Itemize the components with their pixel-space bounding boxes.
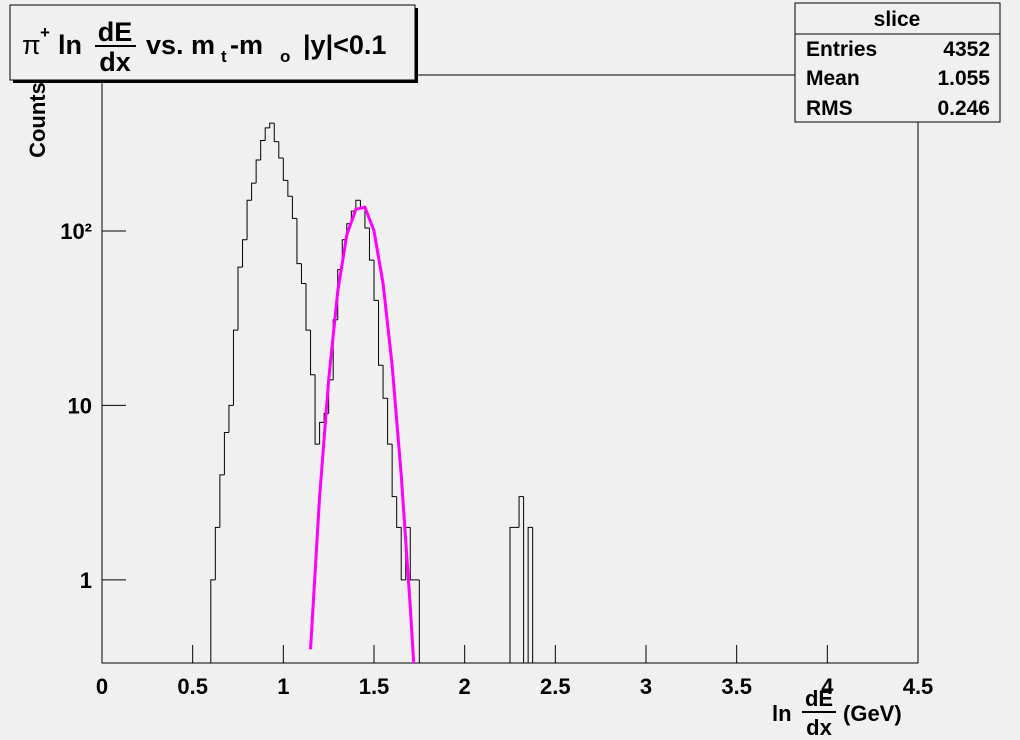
histogram-bin <box>219 474 225 528</box>
title-part: o <box>280 47 290 66</box>
stats-label: Mean <box>806 67 860 90</box>
stats-label: Entries <box>806 38 877 61</box>
title-part: -m <box>230 30 263 60</box>
histogram-bin <box>242 239 248 268</box>
histogram-bin <box>210 579 216 663</box>
histogram-bin <box>532 527 538 663</box>
histogram-bin <box>232 329 238 406</box>
histogram-bin <box>409 527 415 581</box>
title-part: dE <box>98 17 133 47</box>
histogram-bin <box>368 227 374 261</box>
y-tick-label: 10 <box>68 393 92 418</box>
histogram-bin <box>518 496 524 528</box>
histogram-bin <box>364 208 370 229</box>
histogram-bin <box>319 421 325 445</box>
histogram-bin <box>278 141 284 159</box>
histogram-bin <box>314 374 320 445</box>
histogram-bin <box>223 431 229 475</box>
histogram-bin <box>269 122 275 128</box>
histogram-bin <box>246 199 252 240</box>
x-tick-label: 2.5 <box>540 674 571 699</box>
stats-value: 1.055 <box>937 67 990 90</box>
x-tick-label: 2 <box>459 674 471 699</box>
histogram-bin <box>305 283 311 331</box>
plot-area <box>210 122 538 663</box>
title-box <box>9 4 416 81</box>
x-tick-label: 3 <box>640 674 652 699</box>
x-axis-label: dE <box>805 686 833 711</box>
histogram-bin <box>214 526 220 580</box>
stats-title: slice <box>874 8 921 31</box>
histogram-bin <box>237 266 243 331</box>
title-part: vs. m <box>146 30 215 60</box>
histogram-bin <box>310 330 316 376</box>
x-axis-label: ln <box>772 701 792 726</box>
histogram-bin <box>400 527 406 581</box>
x-tick-label: 4 <box>821 674 834 699</box>
title-part: t <box>221 47 227 66</box>
y-tick-label: 1 <box>80 568 92 593</box>
title-part: ln <box>58 30 82 60</box>
histogram-bin <box>391 444 397 498</box>
histogram-bin <box>296 218 302 265</box>
x-tick-label: 1.5 <box>359 674 390 699</box>
x-tick-label: 4.5 <box>903 674 934 699</box>
histogram-bin <box>527 526 533 663</box>
stats-label: RMS <box>806 97 853 120</box>
x-axis-label: dx <box>806 715 832 740</box>
title-part: π <box>22 30 41 60</box>
histogram-bin <box>291 196 297 219</box>
y-axis-label: Counts <box>25 82 50 158</box>
x-tick-label: 0.5 <box>177 674 208 699</box>
axes: 0 0.5 1 1.5 2 2.5 3 3.5 4 4.5 1 10 10² <box>60 219 933 699</box>
histogram-bin <box>382 365 388 399</box>
histogram-bin <box>287 180 293 197</box>
histogram-bin <box>378 300 384 366</box>
stats-value: 0.246 <box>937 97 990 120</box>
histogram-bin <box>273 123 279 143</box>
histogram-bin <box>509 526 515 663</box>
stats-box <box>794 2 1001 123</box>
histogram-bin <box>300 263 306 284</box>
histogram-bin <box>523 496 529 663</box>
fit-curve <box>309 205 416 663</box>
histogram-bin <box>228 404 234 433</box>
x-tick-label: 3.5 <box>721 674 752 699</box>
title-part: dx <box>99 47 131 77</box>
histogram-bin <box>251 182 257 201</box>
histogram-bin <box>373 260 379 301</box>
histogram-bin <box>264 127 270 141</box>
histogram-bin <box>355 199 361 212</box>
histogram-bin <box>396 496 402 528</box>
histogram-bin <box>418 579 424 663</box>
title-part: |y|<0.1 <box>303 30 386 60</box>
histogram-bin <box>255 159 261 184</box>
stats-value: 4352 <box>943 38 990 61</box>
histogram-bin <box>260 139 266 161</box>
x-tick-label: 1 <box>277 674 289 699</box>
title-part: + <box>40 23 50 42</box>
y-tick-label: 10² <box>60 219 92 244</box>
histogram-bin <box>282 157 288 181</box>
x-axis-label: (GeV) <box>843 701 902 726</box>
x-tick-label: 0 <box>96 674 108 699</box>
histogram-bin <box>387 398 393 445</box>
